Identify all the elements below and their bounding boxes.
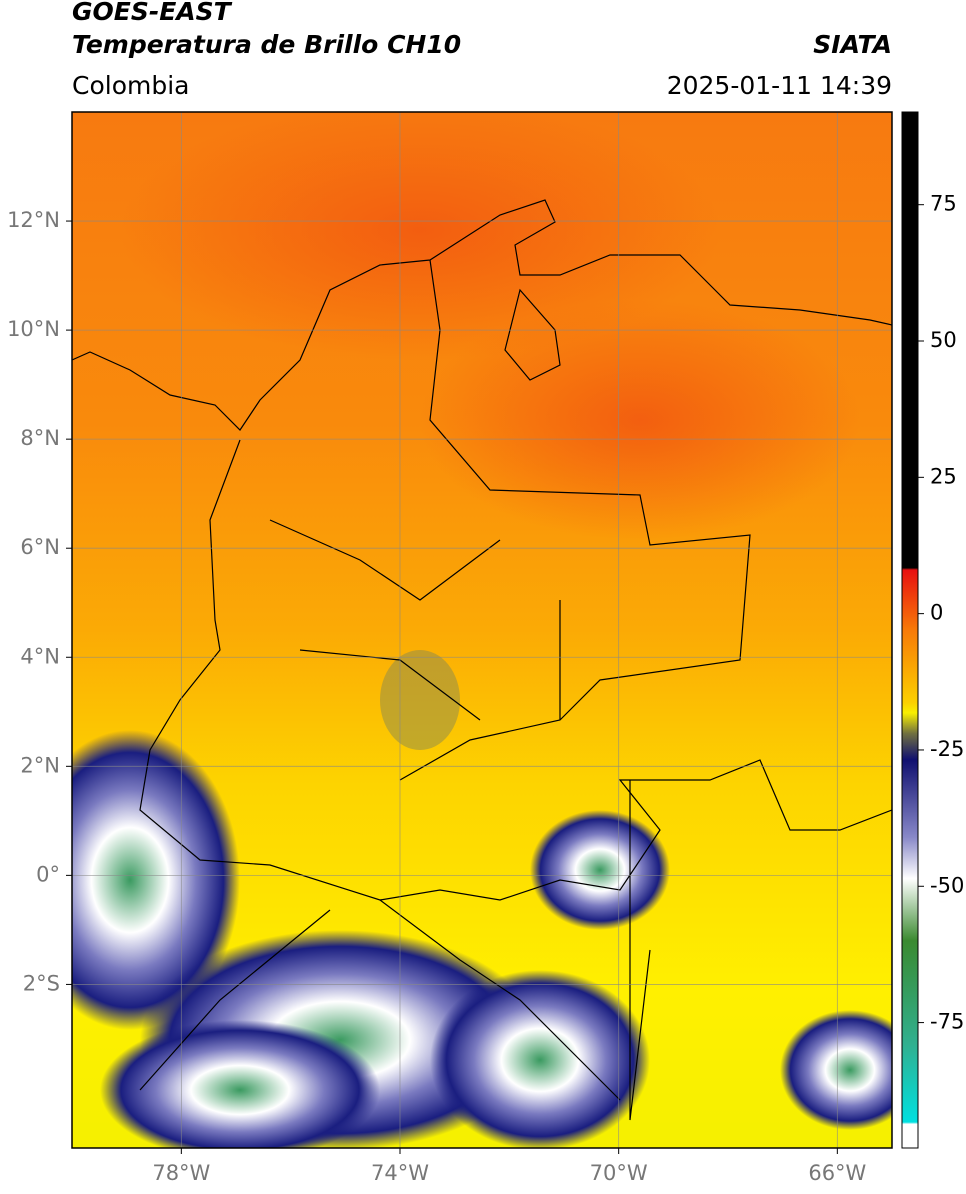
- x-tick-label: 78°W: [152, 1161, 210, 1185]
- colorbar-tick-label: 25: [930, 464, 957, 488]
- y-tick-label: 6°N: [20, 535, 60, 559]
- map-frame: [71, 111, 893, 1149]
- colorbar-tick-label: 0: [930, 601, 943, 625]
- x-tick-label: 66°W: [808, 1161, 866, 1185]
- colorbar: [901, 111, 919, 1149]
- colorbar-tick-label: 75: [930, 192, 957, 216]
- y-tick-label: 0°: [36, 862, 60, 886]
- colorbar-tick-label: 50: [930, 328, 957, 352]
- title: GOES-EAST: [72, 0, 233, 26]
- subtitle: Temperatura de Brillo CH10: [72, 30, 461, 59]
- colorbar-tick-label: -50: [930, 873, 964, 897]
- x-tick-label: 74°W: [371, 1161, 429, 1185]
- timestamp: 2025-01-11 14:39: [667, 71, 892, 100]
- y-tick-label: 8°N: [20, 426, 60, 450]
- region: Colombia: [72, 71, 189, 100]
- colorbar-tick-label: -75: [930, 1010, 964, 1034]
- y-tick-label: 4°N: [20, 644, 60, 668]
- y-tick-label: 10°N: [7, 317, 60, 341]
- map-image: [72, 112, 892, 1148]
- x-tick-label: 70°W: [590, 1161, 648, 1185]
- grid: [72, 112, 892, 1148]
- source: SIATA: [813, 30, 892, 59]
- y-tick-label: 2°N: [20, 753, 60, 777]
- y-tick-label: 12°N: [7, 208, 60, 232]
- y-tick-label: 2°S: [23, 971, 60, 995]
- colorbar-tick-label: -25: [930, 737, 964, 761]
